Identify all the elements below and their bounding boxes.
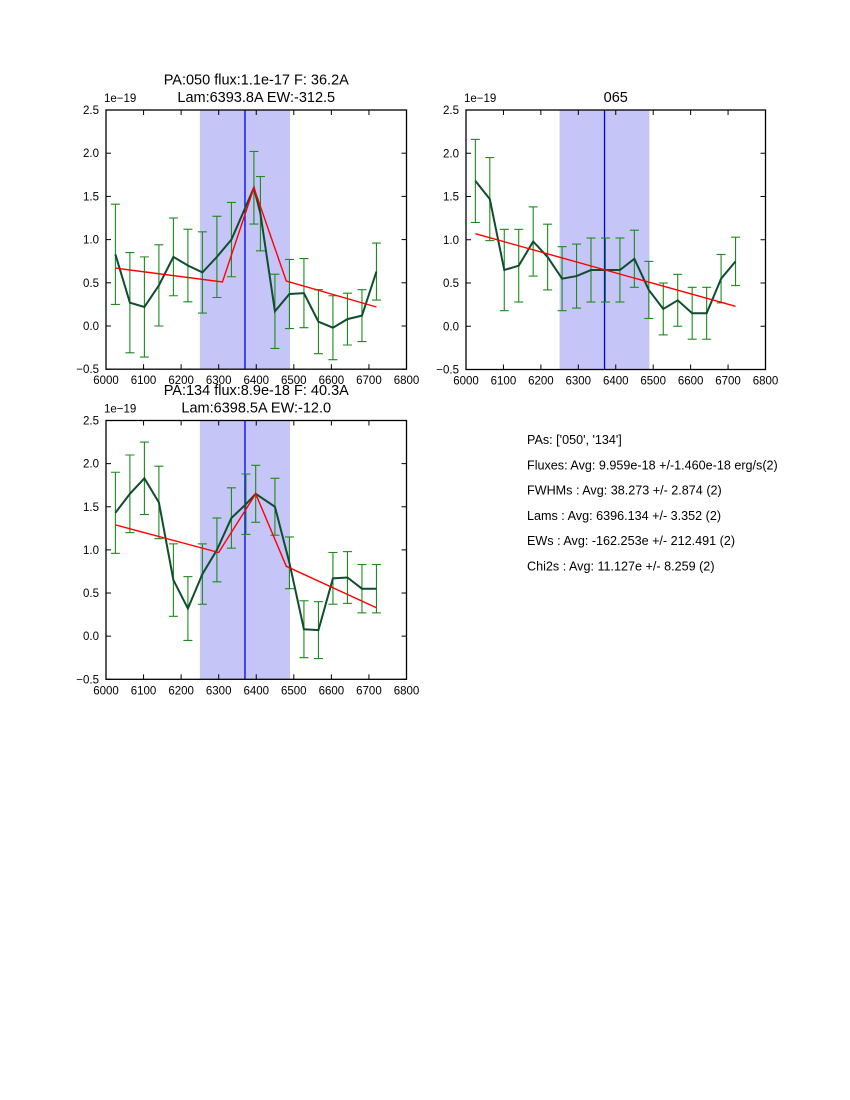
svg-text:6100: 6100: [131, 685, 157, 697]
svg-text:6400: 6400: [603, 376, 629, 388]
svg-text:6000: 6000: [453, 376, 479, 388]
svg-text:FWHMs : Avg: 38.273 +/- 2.87: FWHMs : Avg: 38.273 +/- 2.874 (2): [527, 484, 722, 498]
svg-text:6300: 6300: [206, 685, 232, 697]
svg-text:1.5: 1.5: [83, 191, 99, 203]
svg-text:065: 065: [604, 90, 628, 106]
svg-text:1e−19: 1e−19: [104, 404, 136, 416]
svg-text:0.5: 0.5: [83, 588, 99, 600]
svg-text:6200: 6200: [168, 685, 194, 697]
svg-text:2.0: 2.0: [443, 148, 459, 160]
svg-text:Lam:6393.8A EW:-312.5: Lam:6393.8A EW:-312.5: [177, 90, 335, 106]
svg-text:0.0: 0.0: [83, 321, 99, 333]
svg-text:0.0: 0.0: [443, 321, 459, 333]
svg-text:6500: 6500: [640, 376, 666, 388]
svg-text:PA:134 flux:8.9e-18 F: 40.3A: PA:134 flux:8.9e-18 F: 40.3A: [164, 383, 349, 399]
svg-text:2.5: 2.5: [443, 105, 459, 117]
svg-text:6600: 6600: [319, 685, 345, 697]
svg-text:6700: 6700: [356, 685, 382, 697]
svg-text:Lams : Avg: 6396.134 +/- 3.3: Lams : Avg: 6396.134 +/- 3.352 (2): [527, 509, 721, 523]
svg-text:Fluxes: Avg: 9.959e-18 +/-1.46: Fluxes: Avg: 9.959e-18 +/-1.460e-18 erg/…: [527, 458, 778, 472]
svg-text:1.5: 1.5: [443, 192, 459, 204]
svg-text:2.5: 2.5: [83, 105, 99, 117]
svg-text:−0.5: −0.5: [76, 364, 99, 376]
svg-text:6800: 6800: [394, 375, 420, 387]
svg-text:1e−19: 1e−19: [104, 93, 136, 105]
svg-text:6000: 6000: [93, 685, 119, 697]
svg-text:6500: 6500: [281, 685, 307, 697]
svg-text:1e−19: 1e−19: [464, 93, 496, 105]
svg-text:PA:050 flux:1.1e-17 F: 36.2A: PA:050 flux:1.1e-17 F: 36.2A: [164, 73, 349, 89]
svg-text:1.5: 1.5: [83, 502, 99, 514]
svg-text:PAs: ['050', '134']: PAs: ['050', '134']: [527, 433, 622, 447]
svg-text:0.0: 0.0: [83, 631, 99, 643]
svg-text:6800: 6800: [394, 685, 420, 697]
svg-text:6600: 6600: [678, 376, 704, 388]
svg-text:6100: 6100: [131, 375, 157, 387]
svg-text:6400: 6400: [243, 685, 269, 697]
svg-text:6200: 6200: [528, 376, 554, 388]
svg-text:1.0: 1.0: [83, 545, 99, 557]
svg-text:1.0: 1.0: [83, 235, 99, 247]
svg-text:2.5: 2.5: [83, 416, 99, 428]
svg-text:−0.5: −0.5: [436, 365, 459, 377]
svg-text:6800: 6800: [753, 376, 779, 388]
svg-text:Lam:6398.5A EW:-12.0: Lam:6398.5A EW:-12.0: [181, 401, 331, 417]
svg-text:Chi2s : Avg: 11.127e +/- 8: Chi2s : Avg: 11.127e +/- 8.259 (2): [527, 560, 715, 574]
svg-text:6700: 6700: [356, 375, 382, 387]
svg-text:6700: 6700: [715, 376, 741, 388]
svg-text:6300: 6300: [566, 376, 592, 388]
svg-text:1.0: 1.0: [443, 235, 459, 247]
svg-text:6000: 6000: [93, 375, 119, 387]
svg-text:0.5: 0.5: [83, 278, 99, 290]
svg-text:EWs : Avg: -162.253e +/- 212: EWs : Avg: -162.253e +/- 212.491 (2): [527, 534, 735, 548]
svg-text:0.5: 0.5: [443, 278, 459, 290]
svg-text:6100: 6100: [491, 376, 517, 388]
svg-text:2.0: 2.0: [83, 148, 99, 160]
svg-text:−0.5: −0.5: [76, 674, 99, 686]
svg-text:2.0: 2.0: [83, 459, 99, 471]
